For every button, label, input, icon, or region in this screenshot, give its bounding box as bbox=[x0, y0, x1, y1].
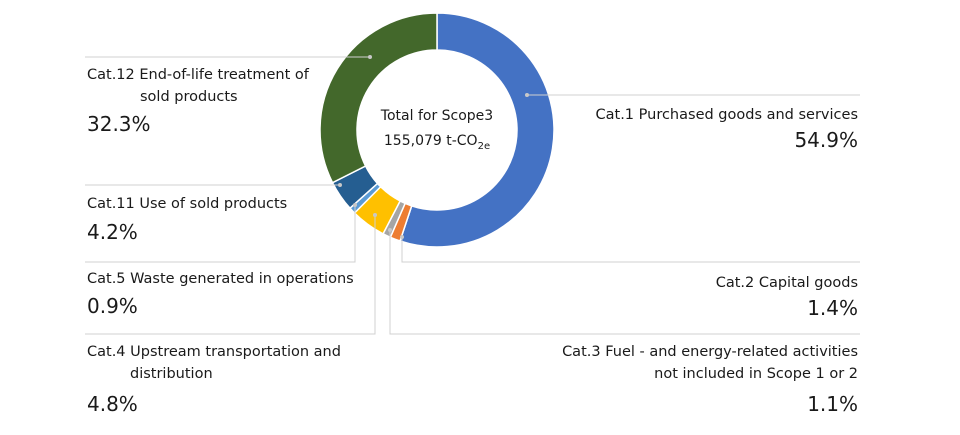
leader-line bbox=[389, 230, 860, 335]
value-label: 4.8% bbox=[87, 392, 138, 416]
donut-slice bbox=[319, 12, 438, 184]
category-label: Cat.1 Purchased goods and services bbox=[595, 107, 859, 123]
leader-line bbox=[401, 237, 860, 263]
leader-dot bbox=[368, 55, 372, 59]
category-label: Cat.2 Capital goods bbox=[715, 275, 858, 291]
category-label: Cat.12 End-of-life treatment of sold pro… bbox=[87, 67, 309, 105]
donut-slice bbox=[399, 12, 555, 248]
value-label: 54.9% bbox=[794, 128, 858, 152]
category-label: Cat.5 Waste generated in operations bbox=[87, 271, 354, 287]
value-label: 32.3% bbox=[87, 112, 151, 136]
center-title: Total for Scope3 bbox=[380, 108, 494, 124]
category-label: Cat.11 Use of sold products bbox=[87, 196, 288, 212]
center-total-subscript: 2e bbox=[477, 140, 491, 152]
value-label: 1.1% bbox=[807, 392, 858, 416]
leader-line bbox=[85, 215, 376, 335]
leader-dot bbox=[353, 203, 357, 207]
leader-dot bbox=[338, 183, 342, 187]
leader-dot bbox=[373, 213, 377, 217]
leader-dot bbox=[525, 93, 529, 97]
leader-line bbox=[85, 205, 356, 263]
value-label: 4.2% bbox=[87, 220, 138, 244]
center-total: 155,079 t-CO2e bbox=[357, 133, 517, 152]
category-label: Cat.4 Upstream transportation and distri… bbox=[87, 344, 341, 382]
category-label: Cat.3 Fuel - and energy-related activiti… bbox=[562, 344, 858, 382]
leader-dot bbox=[400, 235, 404, 239]
leader-dot bbox=[388, 228, 392, 232]
center-total-text: 155,079 t-CO bbox=[383, 133, 478, 149]
value-label: 0.9% bbox=[87, 294, 138, 318]
value-label: 1.4% bbox=[807, 296, 858, 320]
